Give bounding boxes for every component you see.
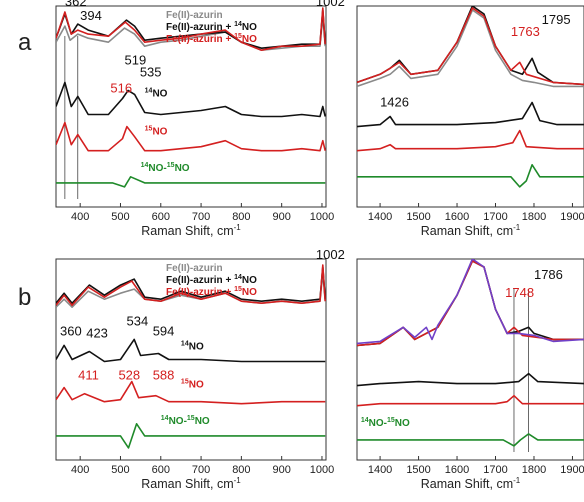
x-tick-label: 1400: [368, 211, 392, 223]
legend-entry: Fe(II)-azurin + 14NO: [166, 21, 257, 33]
peak-label: 423: [86, 325, 108, 340]
x-axis-label: Raman Shift, cm-1: [421, 476, 521, 491]
panel-b-right: 1400 1500 1600 1700 1800 1900 Raman Shift, cm-…: [356, 258, 584, 491]
plot-area: [56, 264, 326, 449]
peak-label: 1002: [316, 0, 345, 9]
series-line: [56, 176, 326, 188]
x-tick-label: 1000: [310, 211, 334, 223]
legend-entry: Fe(II)-azurin + 15NO: [166, 286, 257, 298]
series-line: [56, 121, 326, 152]
series-line: [56, 7, 326, 51]
x-tick-label: 1600: [445, 464, 469, 476]
plot-frame: [356, 258, 584, 461]
series-line: [56, 338, 326, 363]
x-tick-label: 1900: [560, 211, 584, 223]
peak-label: 588: [153, 368, 175, 383]
series-label: 14NO-15NO: [141, 162, 190, 174]
peak-label: 362: [65, 0, 87, 9]
x-tick-label: 700: [192, 211, 210, 223]
series-line: [357, 259, 584, 345]
peak-label: 411: [78, 368, 99, 383]
series-line: [357, 101, 584, 128]
series-line: [56, 9, 326, 49]
panel-b-left: b 400 500 600 700 800 900 1000 Raman Shift, cm-1…: [18, 247, 345, 491]
x-tick-label: 1400: [368, 464, 392, 476]
plot-area: [56, 7, 326, 199]
peak-label: 535: [140, 64, 162, 79]
x-tick-label: 1900: [560, 464, 584, 476]
legend-entry: Fe(II)-azurin: [166, 263, 223, 274]
peak-label: 516: [110, 80, 132, 95]
x-tick-label: 1700: [483, 211, 507, 223]
x-tick-label: 700: [192, 464, 210, 476]
peak-label: 519: [125, 52, 147, 67]
x-tick-label: 600: [152, 211, 170, 223]
series-line: [357, 7, 584, 86]
peak-label: 1763: [511, 24, 540, 39]
series-line: [56, 423, 326, 449]
series-label: 15NO: [181, 379, 204, 391]
x-axis-label: Raman Shift, cm-1: [421, 223, 521, 238]
panel-letter: a: [18, 29, 32, 56]
x-tick-label: 500: [111, 211, 129, 223]
peak-label: 360: [60, 323, 82, 338]
series-line: [357, 394, 584, 407]
plot-frame: [356, 5, 584, 208]
series-line: [56, 81, 326, 118]
series-label: 14NO: [181, 340, 204, 352]
peak-label: 594: [153, 323, 175, 338]
x-tick-label: 1800: [522, 211, 546, 223]
x-tick-label: 1000: [310, 464, 334, 476]
series-line: [56, 380, 326, 405]
series-line: [357, 372, 584, 387]
series-line: [56, 264, 326, 306]
x-tick-label: 1500: [406, 211, 430, 223]
panel-letter: b: [18, 284, 31, 311]
panel-a-right: 1400 1500 1600 1700 1800 1900 Raman Shift, cm-…: [356, 5, 584, 238]
legend-entry: Fe(II)-azurin: [166, 10, 223, 21]
peak-label: 1426: [380, 95, 409, 110]
series-line: [357, 433, 584, 447]
legend-entry: Fe(II)-azurin + 15NO: [166, 33, 257, 45]
series-label: 14NO-15NO: [161, 415, 210, 427]
peak-label: 534: [127, 313, 149, 328]
x-tick-label: 1700: [483, 464, 507, 476]
peak-label: 1795: [542, 12, 571, 27]
series-line: [357, 129, 584, 152]
x-tick-label: 900: [272, 464, 290, 476]
x-tick-label: 1500: [406, 464, 430, 476]
panel-a-left: a 400 500 600 700 800 900 1000 Raman Shift, cm-1…: [18, 0, 345, 238]
x-axis-label: Raman Shift, cm-1: [141, 476, 241, 491]
plot-area: [357, 6, 584, 188]
x-tick-label: 800: [232, 464, 250, 476]
x-tick-label: 600: [152, 464, 170, 476]
series-label: 14NO: [145, 87, 168, 99]
series-line: [357, 9, 584, 88]
plot-area: [357, 259, 584, 452]
peak-label: 1786: [534, 267, 563, 282]
peak-label: 1748: [505, 285, 534, 300]
series-line: [56, 266, 326, 304]
peak-label: 1002: [316, 247, 345, 262]
x-tick-label: 400: [71, 464, 89, 476]
legend-entry: Fe(II)-azurin + 14NO: [166, 274, 257, 286]
x-tick-label: 500: [111, 464, 129, 476]
x-tick-label: 400: [71, 211, 89, 223]
series-line: [357, 6, 584, 86]
peak-label: 394: [80, 8, 102, 23]
x-tick-label: 900: [272, 211, 290, 223]
peak-label: 528: [118, 368, 140, 383]
x-tick-label: 1600: [445, 211, 469, 223]
x-tick-label: 800: [232, 211, 250, 223]
series-label: 15NO: [145, 126, 168, 138]
series-line: [357, 164, 584, 188]
x-tick-label: 1800: [522, 464, 546, 476]
series-label: 14NO-15NO: [361, 417, 410, 429]
x-axis-label: Raman Shift, cm-1: [141, 223, 241, 238]
